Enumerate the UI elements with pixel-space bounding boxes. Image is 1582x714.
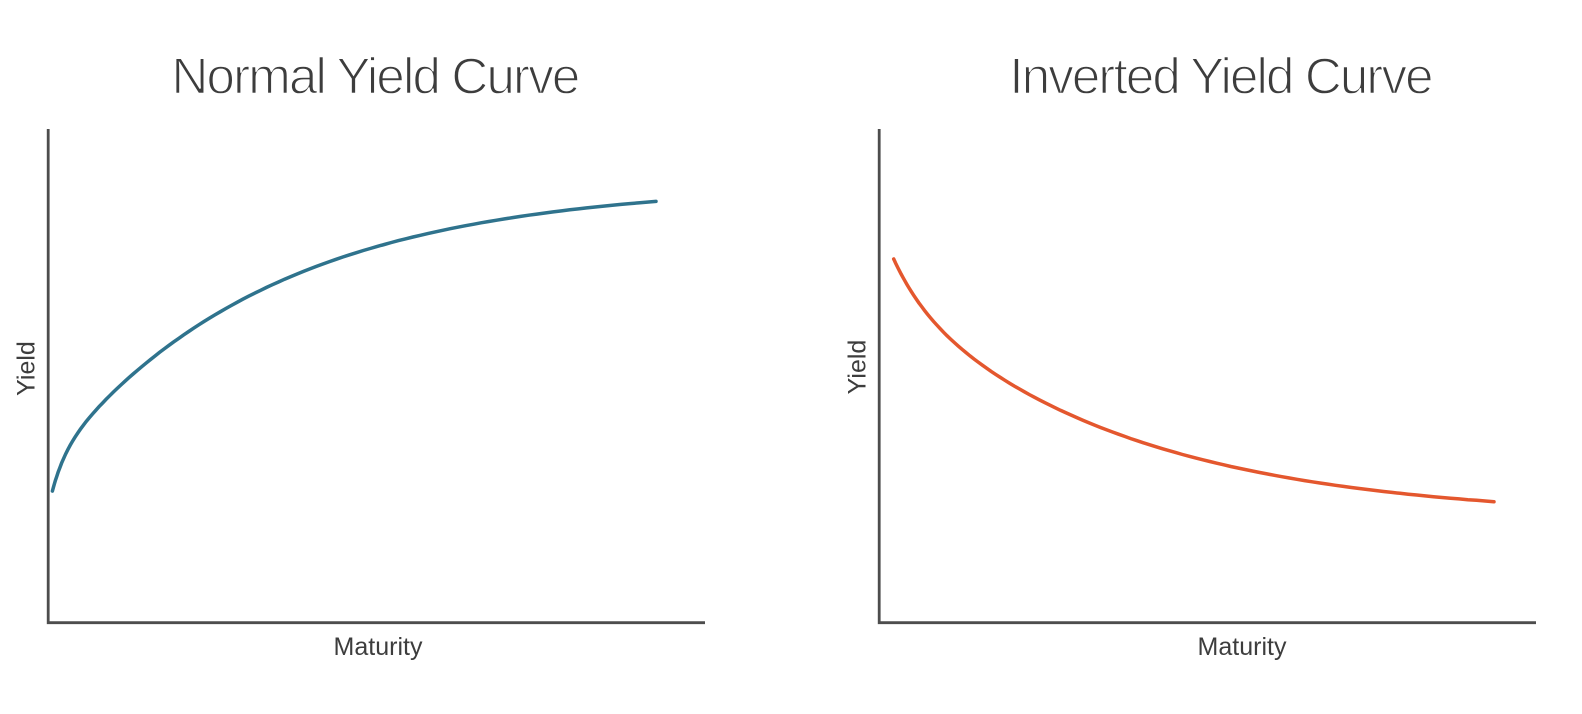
svg-text:Yield: Yield (13, 341, 41, 396)
svg-text:Yield: Yield (844, 340, 872, 395)
svg-text:Normal Yield Curve: Normal Yield Curve (172, 48, 579, 105)
svg-text:Inverted Yield Curve: Inverted Yield Curve (1009, 48, 1432, 105)
svg-text:Maturity: Maturity (1198, 633, 1287, 661)
svg-text:Maturity: Maturity (334, 633, 423, 661)
